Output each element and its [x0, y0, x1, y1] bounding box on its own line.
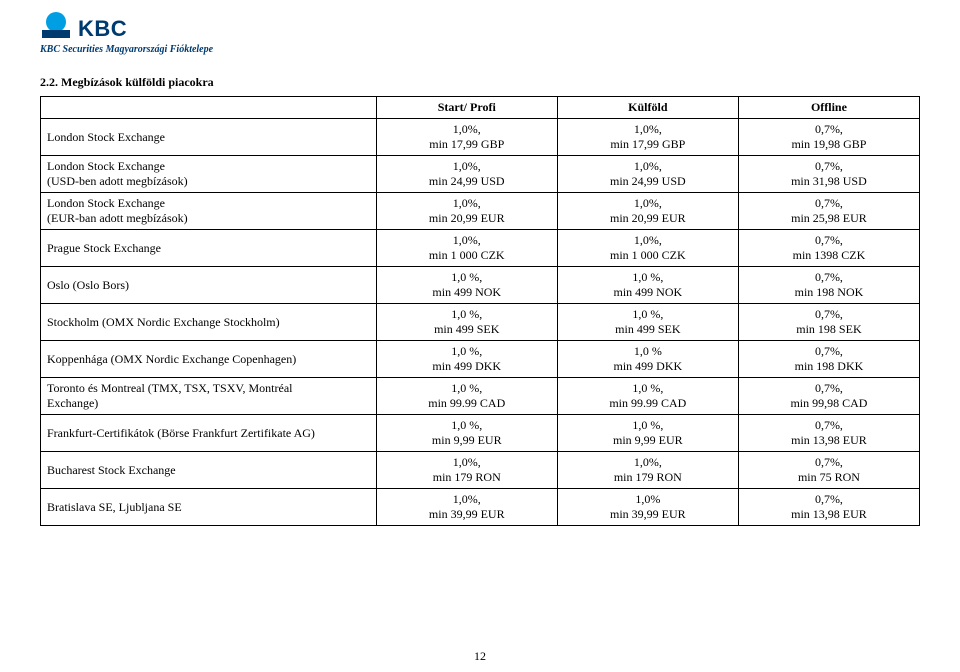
kbc-logo-icon	[40, 10, 72, 42]
exchange-name: Koppenhága (OMX Nordic Exchange Copenhag…	[41, 341, 377, 378]
exchange-name: Prague Stock Exchange	[41, 230, 377, 267]
brand-name: KBC	[78, 16, 127, 42]
price-cell: 0,7%,min 198 SEK	[738, 304, 919, 341]
table-row: Bratislava SE, Ljubljana SE1,0%,min 39,9…	[41, 489, 920, 526]
exchange-name: London Stock Exchange(EUR-ban adott megb…	[41, 193, 377, 230]
price-cell: 1,0 %,min 99.99 CAD	[557, 378, 738, 415]
col-header-name	[41, 97, 377, 119]
price-cell: 1,0 %,min 9,99 EUR	[376, 415, 557, 452]
table-body: London Stock Exchange1,0%,min 17,99 GBP1…	[41, 119, 920, 526]
exchange-name: Oslo (Oslo Bors)	[41, 267, 377, 304]
exchange-name: Toronto és Montreal (TMX, TSX, TSXV, Mon…	[41, 378, 377, 415]
price-cell: 0,7%,min 31,98 USD	[738, 156, 919, 193]
exchange-name: London Stock Exchange	[41, 119, 377, 156]
table-row: Stockholm (OMX Nordic Exchange Stockholm…	[41, 304, 920, 341]
price-cell: 1,0 %,min 499 NOK	[557, 267, 738, 304]
price-cell: 1,0 %,min 499 SEK	[376, 304, 557, 341]
table-row: London Stock Exchange1,0%,min 17,99 GBP1…	[41, 119, 920, 156]
price-cell: 1,0 %,min 499 DKK	[376, 341, 557, 378]
price-cell: 1,0%,min 20,99 EUR	[376, 193, 557, 230]
price-cell: 1,0 %,min 99.99 CAD	[376, 378, 557, 415]
price-cell: 1,0%,min 1 000 CZK	[557, 230, 738, 267]
price-cell: 1,0%,min 17,99 GBP	[376, 119, 557, 156]
price-cell: 0,7%,min 19,98 GBP	[738, 119, 919, 156]
table-row: Koppenhága (OMX Nordic Exchange Copenhag…	[41, 341, 920, 378]
price-cell: 1,0 %,min 9,99 EUR	[557, 415, 738, 452]
exchange-name: London Stock Exchange(USD-ben adott megb…	[41, 156, 377, 193]
price-cell: 0,7%,min 13,98 EUR	[738, 415, 919, 452]
price-cell: 0,7%,min 198 NOK	[738, 267, 919, 304]
price-cell: 0,7%,min 99,98 CAD	[738, 378, 919, 415]
price-cell: 1,0 %,min 499 SEK	[557, 304, 738, 341]
price-cell: 0,7%,min 198 DKK	[738, 341, 919, 378]
price-cell: 1,0%,min 39,99 EUR	[376, 489, 557, 526]
exchange-name: Bratislava SE, Ljubljana SE	[41, 489, 377, 526]
price-cell: 1,0%,min 24,99 USD	[376, 156, 557, 193]
price-cell: 1,0%min 39,99 EUR	[557, 489, 738, 526]
price-cell: 1,0 %,min 499 NOK	[376, 267, 557, 304]
price-cell: 1,0%,min 20,99 EUR	[557, 193, 738, 230]
price-cell: 1,0%,min 179 RON	[376, 452, 557, 489]
col-header-kulfold: Külföld	[557, 97, 738, 119]
page: KBC KBC Securities Magyarországi Fióktel…	[0, 0, 960, 672]
table-header-row: Start/ Profi Külföld Offline	[41, 97, 920, 119]
price-cell: 0,7%,min 13,98 EUR	[738, 489, 919, 526]
exchange-name: Frankfurt-Certifikátok (Börse Frankfurt …	[41, 415, 377, 452]
price-cell: 0,7%,min 25,98 EUR	[738, 193, 919, 230]
table-row: London Stock Exchange(EUR-ban adott megb…	[41, 193, 920, 230]
pricing-table: Start/ Profi Külföld Offline London Stoc…	[40, 96, 920, 526]
table-row: Prague Stock Exchange1,0%,min 1 000 CZK1…	[41, 230, 920, 267]
table-row: Frankfurt-Certifikátok (Börse Frankfurt …	[41, 415, 920, 452]
price-cell: 1,0%,min 1 000 CZK	[376, 230, 557, 267]
header: KBC KBC Securities Magyarországi Fióktel…	[40, 10, 920, 55]
exchange-name: Bucharest Stock Exchange	[41, 452, 377, 489]
brand-logo: KBC	[40, 10, 127, 42]
price-cell: 0,7%,min 75 RON	[738, 452, 919, 489]
price-cell: 1,0%,min 17,99 GBP	[557, 119, 738, 156]
price-cell: 1,0 %min 499 DKK	[557, 341, 738, 378]
table-row: Bucharest Stock Exchange1,0%,min 179 RON…	[41, 452, 920, 489]
col-header-start-profi: Start/ Profi	[376, 97, 557, 119]
price-cell: 1,0%,min 179 RON	[557, 452, 738, 489]
price-cell: 1,0%,min 24,99 USD	[557, 156, 738, 193]
exchange-name: Stockholm (OMX Nordic Exchange Stockholm…	[41, 304, 377, 341]
price-cell: 0,7%,min 1398 CZK	[738, 230, 919, 267]
page-number: 12	[0, 649, 960, 664]
section-heading: 2.2. Megbízások külföldi piacokra	[40, 75, 920, 90]
table-row: London Stock Exchange(USD-ben adott megb…	[41, 156, 920, 193]
table-row: Oslo (Oslo Bors)1,0 %,min 499 NOK1,0 %,m…	[41, 267, 920, 304]
col-header-offline: Offline	[738, 97, 919, 119]
brand-subsidiary: KBC Securities Magyarországi Fióktelepe	[40, 44, 213, 55]
table-row: Toronto és Montreal (TMX, TSX, TSXV, Mon…	[41, 378, 920, 415]
